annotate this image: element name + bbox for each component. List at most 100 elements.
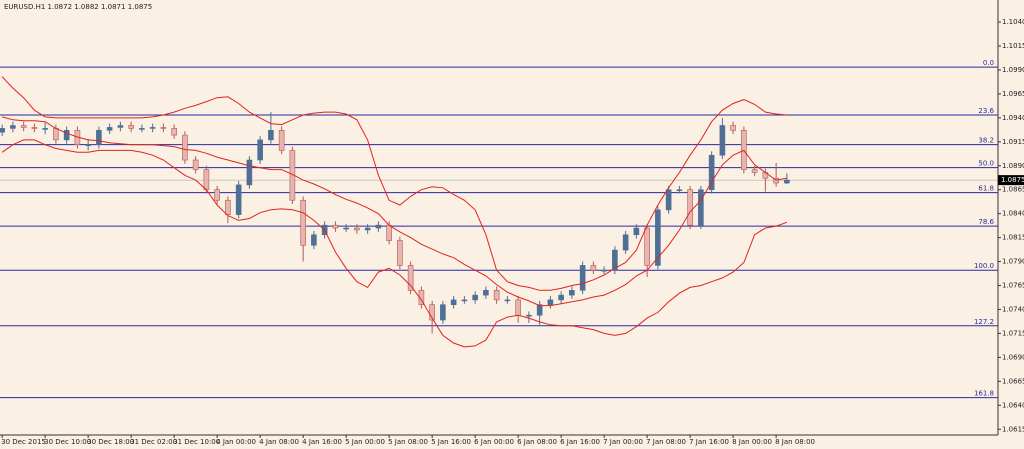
- fib-label: 61.8: [978, 185, 994, 193]
- candle-body: [128, 125, 134, 129]
- candle-body: [450, 299, 457, 305]
- y-tick-label: 1.0715: [1002, 329, 1024, 337]
- candle-body: [160, 127, 167, 129]
- candle-body: [364, 227, 371, 231]
- candle-body: [63, 130, 70, 141]
- candle-body: [612, 249, 618, 271]
- candle-body: [343, 227, 349, 230]
- fib-label: 0.0: [983, 59, 994, 67]
- y-tick-label: 1.0915: [1002, 138, 1024, 146]
- candle-body: [246, 159, 253, 186]
- y-tick-label: 1.0690: [1002, 353, 1024, 361]
- candle-body: [483, 290, 489, 296]
- candle-body: [225, 199, 231, 215]
- x-tick-label: 30 Dec 18:00: [87, 438, 134, 446]
- y-tick-label: 1.0840: [1002, 210, 1024, 218]
- bollinger-band: [1, 116, 787, 307]
- candle-body: [375, 224, 382, 229]
- y-tick-label: 1.1040: [1002, 18, 1024, 26]
- y-tick-label: 1.0740: [1002, 305, 1024, 313]
- x-tick-label: 7 Jan 08:00: [646, 438, 686, 446]
- candle-body: [515, 299, 521, 316]
- y-tick-label: 1.0640: [1002, 401, 1024, 409]
- candle-body: [676, 189, 683, 192]
- y-tick-label: 1.0615: [1002, 425, 1024, 433]
- candle-body: [192, 159, 199, 170]
- x-tick-label: 4 Jan 08:00: [259, 438, 299, 446]
- candle-body: [0, 128, 5, 133]
- candle-body: [311, 234, 317, 246]
- candle-body: [461, 299, 468, 302]
- y-tick-label: 1.0890: [1002, 162, 1024, 170]
- candle-body: [665, 189, 672, 211]
- candle-body: [42, 128, 48, 130]
- candle-body: [579, 265, 586, 291]
- y-tick-label: 1.0790: [1002, 258, 1024, 266]
- candle-body: [96, 130, 102, 145]
- candle-body: [106, 127, 113, 131]
- candle-body: [182, 134, 188, 161]
- candle-body: [332, 224, 339, 229]
- fib-label: 100.0: [974, 262, 994, 270]
- candle-body: [472, 294, 478, 301]
- candle-body: [117, 125, 124, 128]
- candle-body: [139, 128, 145, 130]
- candle-body: [547, 299, 554, 305]
- candle-body: [171, 128, 177, 136]
- candle-body: [149, 127, 156, 129]
- x-tick-label: 4 Jan 00:00: [216, 438, 256, 446]
- candle-body: [526, 314, 532, 317]
- chart-title: EURUSD.H1 1.0872 1.0882 1.0871 1.0875: [4, 3, 152, 11]
- candle-body: [85, 144, 91, 146]
- candle-body: [397, 240, 403, 266]
- candle-body: [268, 130, 274, 141]
- x-tick-label: 30 Dec 10:00: [44, 438, 91, 446]
- x-tick-label: 30 Dec 2015: [1, 438, 46, 446]
- x-tick-label: 4 Jan 16:00: [302, 438, 342, 446]
- bollinger-band: [1, 76, 787, 291]
- x-tick-label: 5 Jan 08:00: [388, 438, 428, 446]
- fib-label: 127.2: [974, 318, 994, 326]
- last-price-label: 1.0875: [1001, 176, 1024, 184]
- y-tick-label: 1.0665: [1002, 377, 1024, 385]
- candle-body: [751, 169, 758, 173]
- candle-body: [203, 169, 210, 191]
- y-tick-label: 1.0990: [1002, 66, 1024, 74]
- x-tick-label: 6 Jan 16:00: [560, 438, 600, 446]
- x-tick-label: 31 Dec 02:00: [130, 438, 177, 446]
- candle-body: [687, 189, 693, 226]
- y-tick-label: 1.0765: [1002, 282, 1024, 290]
- candle-body: [773, 177, 779, 184]
- candle-body: [536, 304, 543, 316]
- x-tick-label: 6 Jan 00:00: [474, 438, 514, 446]
- candle-body: [429, 304, 435, 321]
- x-tick-label: 5 Jan 00:00: [345, 438, 385, 446]
- y-tick-label: 1.0865: [1002, 186, 1024, 194]
- candle-body: [622, 234, 629, 251]
- candle-body: [386, 224, 392, 241]
- y-tick-label: 1.1015: [1002, 42, 1024, 50]
- x-tick-label: 7 Jan 00:00: [603, 438, 643, 446]
- fib-label: 38.2: [978, 137, 994, 145]
- candle-body: [300, 199, 306, 246]
- candle-body: [633, 227, 640, 236]
- y-tick-label: 1.0815: [1002, 234, 1024, 242]
- x-tick-label: 7 Jan 16:00: [689, 438, 729, 446]
- candle-body: [235, 184, 242, 215]
- candle-body: [504, 299, 511, 302]
- candle-body: [418, 290, 425, 305]
- candle-body: [730, 125, 736, 131]
- candle-body: [655, 209, 661, 266]
- candle-body: [569, 290, 575, 296]
- last-price-box: [998, 175, 1024, 186]
- y-tick-label: 1.0965: [1002, 90, 1024, 98]
- bollinger-band: [1, 139, 788, 348]
- x-tick-label: 8 Jan 00:00: [732, 438, 772, 446]
- fib-label: 23.6: [978, 107, 994, 115]
- candle-body: [493, 290, 500, 301]
- candle-body: [53, 128, 59, 141]
- candle-body: [719, 125, 726, 156]
